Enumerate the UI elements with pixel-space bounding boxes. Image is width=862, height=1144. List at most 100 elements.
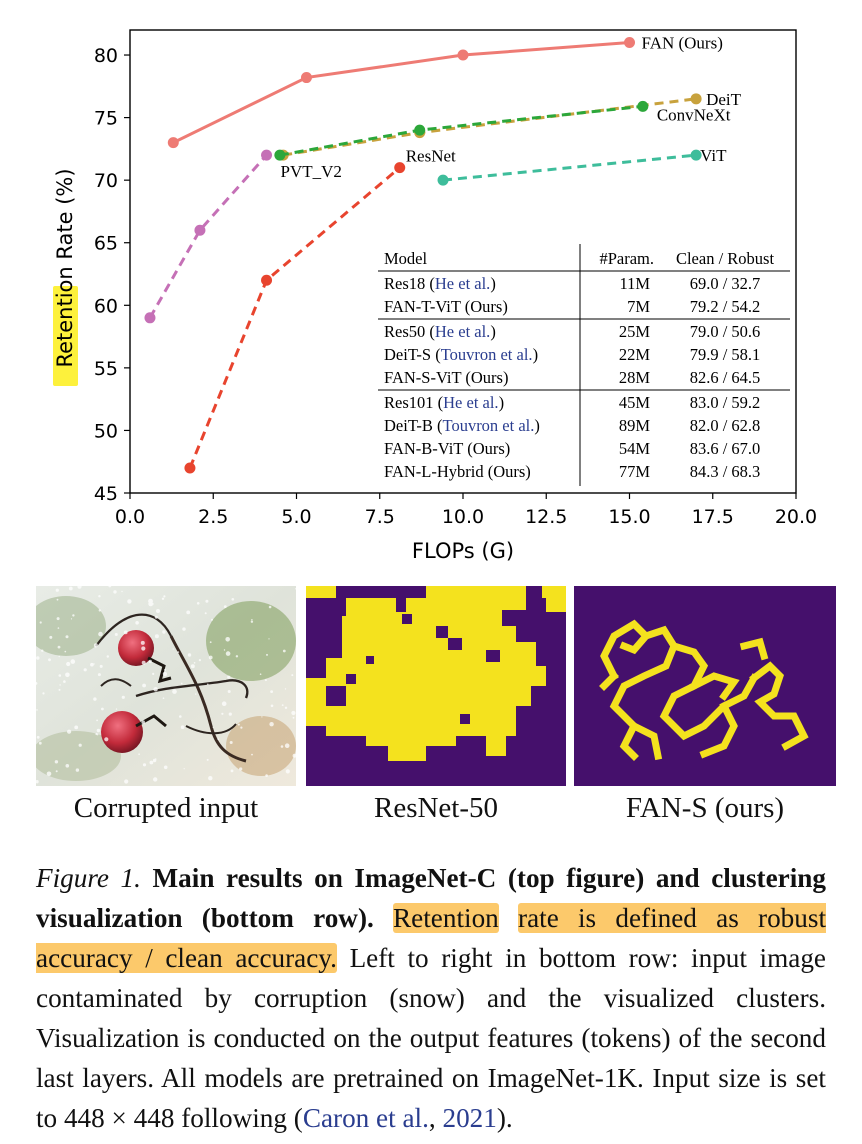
- snow-speck: [291, 674, 294, 677]
- snow-speck: [250, 620, 254, 623]
- snow-speck: [70, 659, 76, 664]
- corrupted-input-image: [36, 586, 296, 786]
- snow-speck: [217, 738, 219, 740]
- data-point: [144, 312, 156, 324]
- table-cite[interactable]: He et al.: [435, 274, 490, 293]
- axis-ticks: 0.0 2.5 5.0 7.5 10.0 12.5 15.0 17.5 20.0 45 50 55 60…: [94, 45, 817, 528]
- snow-speck: [285, 769, 290, 774]
- snow-speck: [142, 763, 147, 767]
- snow-speck: [74, 725, 79, 730]
- snow-speck: [63, 680, 66, 683]
- series-line: [442, 153, 697, 182]
- table-cite[interactable]: He et al.: [435, 322, 490, 341]
- inset-table: Model #Param. Clean / Robust Res18 (He et a…: [378, 244, 790, 486]
- snow-speck: [66, 661, 71, 667]
- table-row-model: Res101 (He et al.): [384, 393, 504, 412]
- snow-speck: [59, 684, 61, 686]
- snow-speck: [64, 650, 67, 653]
- snow-speck: [135, 621, 139, 625]
- snow-speck: [205, 599, 209, 603]
- table-row-model: DeiT-S (Touvron et al.): [384, 345, 538, 364]
- snow-speck: [98, 631, 103, 637]
- snow-speck: [106, 655, 110, 658]
- caption-cite-authors[interactable]: Caron et al.: [302, 1103, 429, 1133]
- figure-caption: Figure 1. Main results on ImageNet-C (to…: [36, 858, 827, 1138]
- snow-speck: [115, 708, 118, 710]
- y-tick-label: 45: [94, 483, 118, 505]
- snow-speck: [121, 590, 123, 593]
- snow-speck: [39, 621, 42, 624]
- snow-speck: [268, 638, 270, 640]
- snow-speck: [292, 753, 296, 758]
- y-tick-label: 80: [94, 45, 118, 67]
- data-point: [167, 137, 179, 149]
- snow-speck: [72, 614, 75, 617]
- y-tick-label: 50: [94, 420, 118, 442]
- snow-speck: [154, 634, 159, 639]
- snow-speck: [209, 641, 212, 644]
- snow-speck: [239, 767, 243, 771]
- series-layer: [144, 37, 702, 474]
- snow-speck: [187, 653, 192, 657]
- data-point: [637, 100, 649, 112]
- snow-speck: [251, 619, 253, 621]
- x-tick-label: 10.0: [442, 506, 484, 528]
- table-row-values: 83.0 / 59.2: [690, 393, 761, 412]
- caption-cite-year[interactable]: 2021: [442, 1103, 497, 1133]
- snow-speck: [138, 753, 140, 755]
- table-row-values: 84.3 / 68.3: [690, 462, 761, 481]
- snow-speck: [67, 729, 72, 734]
- snow-speck: [93, 697, 97, 701]
- snow-speck: [195, 693, 197, 695]
- snow-speck: [121, 695, 125, 699]
- snow-speck: [56, 617, 60, 621]
- snow-speck: [114, 633, 118, 636]
- snow-speck: [36, 709, 38, 711]
- data-point: [624, 37, 635, 49]
- data-point: [184, 462, 196, 474]
- data-point: [437, 174, 449, 186]
- caption-highlight-word: Retention: [393, 903, 499, 933]
- snow-speck: [221, 712, 224, 715]
- snow-speck: [163, 673, 167, 677]
- table-row-model: DeiT-B (Touvron et al.): [384, 416, 540, 435]
- snow-speck: [259, 673, 262, 675]
- snow-speck: [240, 726, 243, 729]
- x-tick-label: 20.0: [775, 506, 817, 528]
- snow-speck: [56, 598, 59, 601]
- table-row-param: 11M: [619, 274, 650, 293]
- table-row-param: 28M: [619, 368, 651, 387]
- table-cite[interactable]: Touvron et al.: [443, 416, 535, 435]
- snow-speck: [36, 780, 39, 784]
- fan-s-cluster-map: [574, 586, 836, 786]
- table-row-param: 45M: [619, 393, 651, 412]
- y-axis-label: Retention Rate (%): [53, 168, 78, 386]
- input-caption: Corrupted input: [73, 792, 259, 824]
- snow-speck: [96, 719, 98, 722]
- snow-speck: [98, 595, 101, 598]
- snow-speck: [104, 737, 109, 742]
- table-cite[interactable]: Touvron et al.: [441, 345, 533, 364]
- data-point: [690, 149, 702, 161]
- snow-speck: [83, 668, 87, 672]
- snow-speck: [54, 760, 59, 764]
- snow-speck: [264, 679, 267, 682]
- snow-speck: [193, 662, 196, 664]
- caption-body: Left to right in bottom row: input image…: [36, 943, 826, 1133]
- table-row-values: 83.6 / 67.0: [690, 439, 761, 458]
- snow-speck: [36, 735, 40, 739]
- table-cite[interactable]: He et al.: [443, 393, 498, 412]
- snow-speck: [123, 630, 128, 635]
- snow-speck: [161, 597, 165, 600]
- snow-speck: [212, 726, 214, 728]
- y-axis-label-text: Rate (%): [53, 168, 77, 266]
- retention-chart: Retention Rate (%) FLOPs (G) 0.0 2.5 5.0 7.…: [53, 29, 817, 563]
- snow-speck: [156, 609, 160, 613]
- snow-speck: [183, 768, 185, 770]
- snow-speck: [57, 627, 60, 629]
- snow-speck: [108, 586, 112, 588]
- data-point: [300, 72, 312, 84]
- data-point: [194, 224, 206, 236]
- snow-speck: [295, 588, 296, 590]
